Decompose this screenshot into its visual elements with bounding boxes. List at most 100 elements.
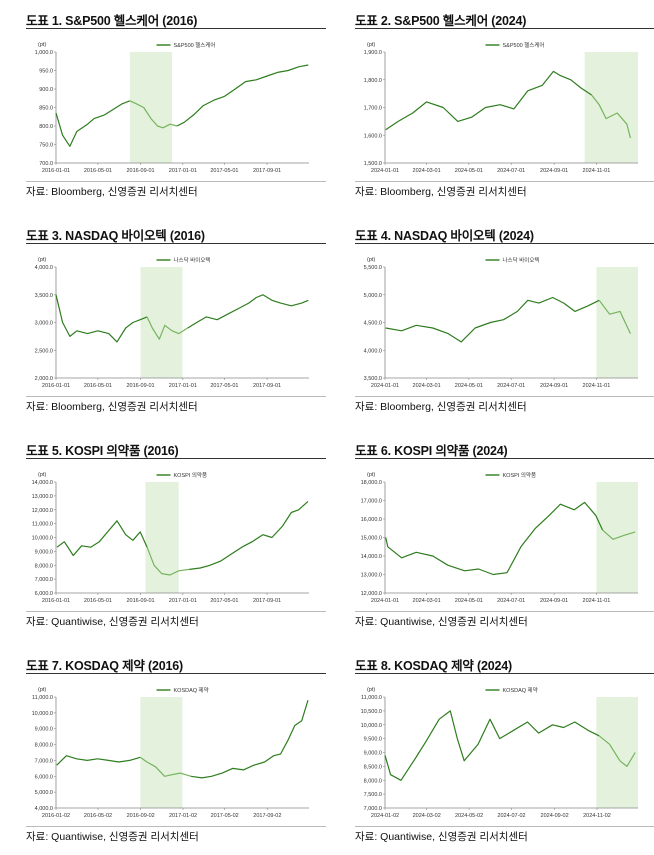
x-tick-label: 2024-03-01 xyxy=(413,383,441,389)
x-tick-label: 2016-09-02 xyxy=(127,813,155,819)
line-chart: (pt)700.0750.0800.0850.0900.0950.01,000.… xyxy=(26,30,326,180)
x-tick-label: 2024-11-01 xyxy=(583,383,611,389)
unit-label: (pt) xyxy=(367,257,375,263)
x-tick-label: 2024-09-01 xyxy=(540,598,568,604)
x-tick-label: 2024-09-01 xyxy=(540,383,568,389)
series-line xyxy=(56,101,130,147)
source-divider xyxy=(355,396,654,397)
x-tick-label: 2017-01-02 xyxy=(169,813,197,819)
x-tick-label: 2024-07-01 xyxy=(497,598,525,604)
y-tick-label: 7,000.0 xyxy=(35,577,53,583)
legend-label: KOSDAQ 제약 xyxy=(174,686,209,694)
series-line xyxy=(56,295,147,342)
x-tick-label: 2016-01-01 xyxy=(42,168,70,174)
x-tick-label: 2017-09-01 xyxy=(253,598,281,604)
y-tick-label: 11,000.0 xyxy=(32,522,53,528)
y-tick-label: 5,000.0 xyxy=(35,790,53,796)
unit-label: (pt) xyxy=(367,687,375,693)
source-divider xyxy=(355,611,654,612)
x-tick-label: 2017-05-01 xyxy=(210,383,238,389)
y-tick-label: 3,500.0 xyxy=(364,376,382,382)
source-note: 자료: Quantiwise, 신영증권 리서치센터 xyxy=(355,614,528,629)
x-tick-label: 2017-09-01 xyxy=(253,168,281,174)
x-tick-label: 2017-05-02 xyxy=(211,813,239,819)
title-divider xyxy=(26,28,326,29)
y-tick-label: 17,000.0 xyxy=(361,499,382,505)
chart-title: 도표 1. S&P500 헬스케어 (2016) xyxy=(26,10,197,29)
x-tick-label: 2024-11-02 xyxy=(583,813,611,819)
y-tick-label: 8,500.0 xyxy=(364,764,382,770)
x-tick-label: 2024-01-01 xyxy=(371,168,399,174)
y-tick-label: 15,000.0 xyxy=(361,536,382,542)
x-tick-label: 2016-01-02 xyxy=(42,813,70,819)
x-tick-label: 2017-05-01 xyxy=(210,598,238,604)
line-chart: (pt)2,000.02,500.03,000.03,500.04,000.02… xyxy=(26,245,326,395)
x-tick-label: 2024-05-02 xyxy=(455,813,483,819)
highlight-band xyxy=(141,267,183,378)
source-divider xyxy=(26,826,326,827)
x-tick-label: 2024-01-01 xyxy=(371,383,399,389)
unit-label: (pt) xyxy=(38,472,46,478)
x-tick-label: 2017-09-01 xyxy=(253,383,281,389)
x-tick-label: 2016-09-01 xyxy=(126,383,154,389)
x-tick-label: 2024-03-01 xyxy=(413,598,441,604)
legend-label: KOSDAQ 제약 xyxy=(503,686,538,694)
x-tick-label: 2017-05-01 xyxy=(210,168,238,174)
source-divider xyxy=(26,396,326,397)
source-note: 자료: Quantiwise, 신영증권 리서치센터 xyxy=(26,829,199,844)
series-line xyxy=(57,756,141,766)
title-divider xyxy=(26,458,326,459)
y-tick-label: 10,000.0 xyxy=(32,711,53,717)
y-tick-label: 950.0 xyxy=(39,69,53,75)
y-tick-label: 4,000.0 xyxy=(364,348,382,354)
y-tick-label: 5,500.0 xyxy=(364,265,382,271)
source-divider xyxy=(355,181,654,182)
chart-title: 도표 6. KOSPI 의약품 (2024) xyxy=(355,440,507,459)
highlight-band xyxy=(596,697,638,808)
x-tick-label: 2024-11-01 xyxy=(583,598,611,604)
y-tick-label: 16,000.0 xyxy=(361,517,382,523)
series-line xyxy=(386,71,592,129)
series-line xyxy=(386,298,600,342)
y-tick-label: 10,000.0 xyxy=(32,536,53,542)
x-tick-label: 2024-05-01 xyxy=(455,168,483,174)
source-note: 자료: Bloomberg, 신영증권 리서치센터 xyxy=(355,184,527,199)
y-tick-label: 4,500.0 xyxy=(364,321,382,327)
y-tick-label: 2,000.0 xyxy=(35,376,53,382)
legend-label: 나스닥 바이오텍 xyxy=(503,256,540,264)
x-tick-label: 2016-09-01 xyxy=(126,598,154,604)
y-tick-label: 6,000.0 xyxy=(35,774,53,780)
title-divider xyxy=(355,28,654,29)
y-tick-label: 10,500.0 xyxy=(361,709,382,715)
y-tick-label: 700.0 xyxy=(39,161,53,167)
y-tick-label: 12,000.0 xyxy=(361,591,382,597)
line-chart: (pt)6,000.07,000.08,000.09,000.010,000.0… xyxy=(26,460,326,610)
highlight-band xyxy=(585,52,638,163)
legend-label: KOSPI 의약품 xyxy=(174,471,208,479)
x-tick-label: 2016-01-01 xyxy=(42,598,70,604)
highlight-band xyxy=(596,267,638,378)
title-divider xyxy=(26,673,326,674)
y-tick-label: 1,800.0 xyxy=(364,78,382,84)
x-tick-label: 2024-03-01 xyxy=(413,168,441,174)
legend-label: 나스닥 바이오텍 xyxy=(174,256,211,264)
x-tick-label: 2016-09-01 xyxy=(126,168,154,174)
x-tick-label: 2024-07-01 xyxy=(497,383,525,389)
series-line xyxy=(385,711,599,780)
y-tick-label: 13,000.0 xyxy=(32,494,53,500)
x-tick-label: 2016-05-01 xyxy=(84,383,112,389)
series-line xyxy=(189,501,308,569)
chart-title: 도표 3. NASDAQ 바이오텍 (2016) xyxy=(26,225,205,244)
x-tick-label: 2024-07-01 xyxy=(497,168,525,174)
y-tick-label: 10,000.0 xyxy=(361,723,382,729)
chart-title: 도표 8. KOSDAQ 제약 (2024) xyxy=(355,655,512,674)
x-tick-label: 2024-11-01 xyxy=(583,168,611,174)
line-chart: (pt)7,000.07,500.08,000.08,500.09,000.09… xyxy=(355,675,654,825)
x-tick-label: 2017-01-01 xyxy=(169,598,197,604)
source-divider xyxy=(26,611,326,612)
